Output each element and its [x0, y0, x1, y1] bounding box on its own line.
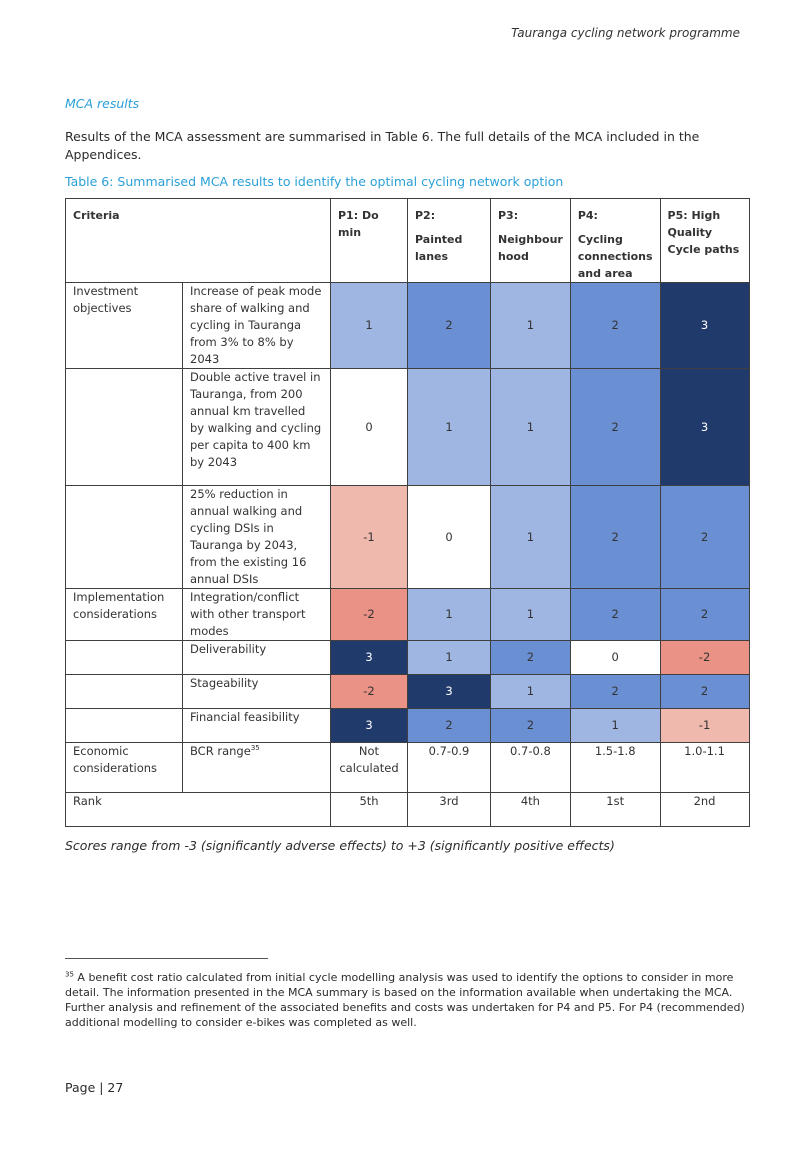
table-row: Double active travel in Tauranga, from 2… — [65, 368, 750, 486]
score-cell: 2 — [490, 640, 571, 675]
score-cell: 1 — [407, 588, 491, 641]
bcr-value: 0.7-0.8 — [490, 742, 571, 793]
criterion-label: Stageability — [182, 674, 331, 709]
header-p3-code: P3: — [498, 209, 519, 222]
rank-value: 3rd — [407, 792, 491, 827]
rank-label: Rank — [65, 792, 331, 827]
header-p3: P3: Neighbour hood — [490, 198, 571, 283]
score-cell: 2 — [569, 485, 661, 589]
score-cell: -2 — [330, 588, 408, 641]
score-cell: 2 — [659, 588, 750, 641]
score-cell: 2 — [569, 674, 661, 709]
header-p2: P2: Painted lanes — [407, 198, 491, 283]
header-p2-name: Painted lanes — [415, 233, 463, 263]
header-p4-code: P4: — [577, 209, 598, 222]
header-p4-name: Cycling connections and area — [577, 233, 653, 280]
table-row: Financial feasibility 3 2 2 1 -1 — [65, 708, 750, 743]
score-cell: -2 — [659, 640, 750, 675]
header-criteria: Criteria — [65, 198, 331, 283]
score-cell: 1 — [569, 708, 661, 743]
header-p4: P4: Cycling connections and area — [569, 198, 661, 283]
score-cell: 3 — [407, 674, 491, 709]
category-implementation: Implementation considerations — [65, 588, 183, 641]
score-cell: 2 — [569, 368, 661, 486]
scores-note: Scores range from -3 (significantly adve… — [65, 838, 615, 853]
header-p3-name: Neighbour hood — [498, 233, 563, 263]
rank-value: 4th — [490, 792, 571, 827]
table-row: 25% reduction in annual walking and cycl… — [65, 485, 750, 589]
score-cell: 1 — [490, 485, 571, 589]
score-cell: 1 — [490, 368, 571, 486]
score-cell: 2 — [659, 674, 750, 709]
bcr-value: 1.5-1.8 — [569, 742, 661, 793]
score-cell: 2 — [407, 708, 491, 743]
score-cell: 1 — [490, 282, 571, 369]
score-cell: 2 — [659, 485, 750, 589]
criterion-label: Deliverability — [182, 640, 331, 675]
page-number: Page | 27 — [65, 1080, 124, 1095]
section-heading: MCA results — [65, 96, 140, 111]
score-cell: 3 — [659, 368, 750, 486]
footnote-number: 35 — [65, 970, 74, 979]
table-row-bcr: Economic considerations BCR range35 Not … — [65, 742, 750, 793]
score-cell: -1 — [659, 708, 750, 743]
footnote-text: A benefit cost ratio calculated from ini… — [65, 971, 745, 1029]
score-cell: 1 — [407, 640, 491, 675]
header-p5: P5: High Quality Cycle paths — [659, 198, 750, 283]
mca-results-table: Criteria P1: Do min P2: Painted lanes P3… — [65, 198, 750, 827]
score-cell: 0 — [330, 368, 408, 486]
score-cell: 1 — [490, 588, 571, 641]
score-cell: 3 — [659, 282, 750, 369]
table-row: Investment objectives Increase of peak m… — [65, 282, 750, 369]
table-row: Implementation considerations Integratio… — [65, 588, 750, 641]
score-cell: 3 — [330, 640, 408, 675]
category-economic: Economic considerations — [65, 742, 183, 793]
score-cell: 2 — [490, 708, 571, 743]
score-cell: 0 — [407, 485, 491, 589]
running-header: Tauranga cycling network programme — [511, 26, 740, 40]
criterion-label: Double active travel in Tauranga, from 2… — [182, 368, 331, 486]
table-row: Stageability -2 3 1 2 2 — [65, 674, 750, 709]
header-p2-code: P2: — [415, 209, 436, 222]
table-row: Deliverability 3 1 2 0 -2 — [65, 640, 750, 675]
score-cell: 1 — [330, 282, 408, 369]
criterion-label: 25% reduction in annual walking and cycl… — [182, 485, 331, 589]
bcr-label: BCR range — [190, 744, 251, 758]
table-caption: Table 6: Summarised MCA results to ident… — [65, 174, 564, 189]
criterion-label: Increase of peak mode share of walking a… — [182, 282, 331, 369]
rank-value: 5th — [330, 792, 408, 827]
bcr-value: 0.7-0.9 — [407, 742, 491, 793]
footnote-divider — [65, 958, 268, 959]
footnote: 35 A benefit cost ratio calculated from … — [65, 970, 745, 1030]
criterion-label: BCR range35 — [182, 742, 331, 793]
header-p1: P1: Do min — [330, 198, 408, 283]
score-cell: 3 — [330, 708, 408, 743]
footnote-ref: 35 — [250, 744, 260, 753]
score-cell: 1 — [490, 674, 571, 709]
score-cell: 2 — [407, 282, 491, 369]
score-cell: 1 — [407, 368, 491, 486]
rank-value: 2nd — [659, 792, 750, 827]
table-row-rank: Rank 5th 3rd 4th 1st 2nd — [65, 792, 750, 827]
score-cell: 2 — [569, 588, 661, 641]
score-cell: 2 — [569, 282, 661, 369]
intro-paragraph: Results of the MCA assessment are summar… — [65, 129, 700, 162]
bcr-value: 1.0-1.1 — [659, 742, 750, 793]
criterion-label: Financial feasibility — [182, 708, 331, 743]
score-cell: -2 — [330, 674, 408, 709]
bcr-value: Not calculated — [330, 742, 408, 793]
score-cell: -1 — [330, 485, 408, 589]
rank-value: 1st — [569, 792, 661, 827]
table-header-row: Criteria P1: Do min P2: Painted lanes P3… — [65, 198, 750, 283]
category-investment: Investment objectives — [65, 282, 183, 369]
score-cell: 0 — [569, 640, 661, 675]
criterion-label: Integration/conflict with other transpor… — [182, 588, 331, 641]
